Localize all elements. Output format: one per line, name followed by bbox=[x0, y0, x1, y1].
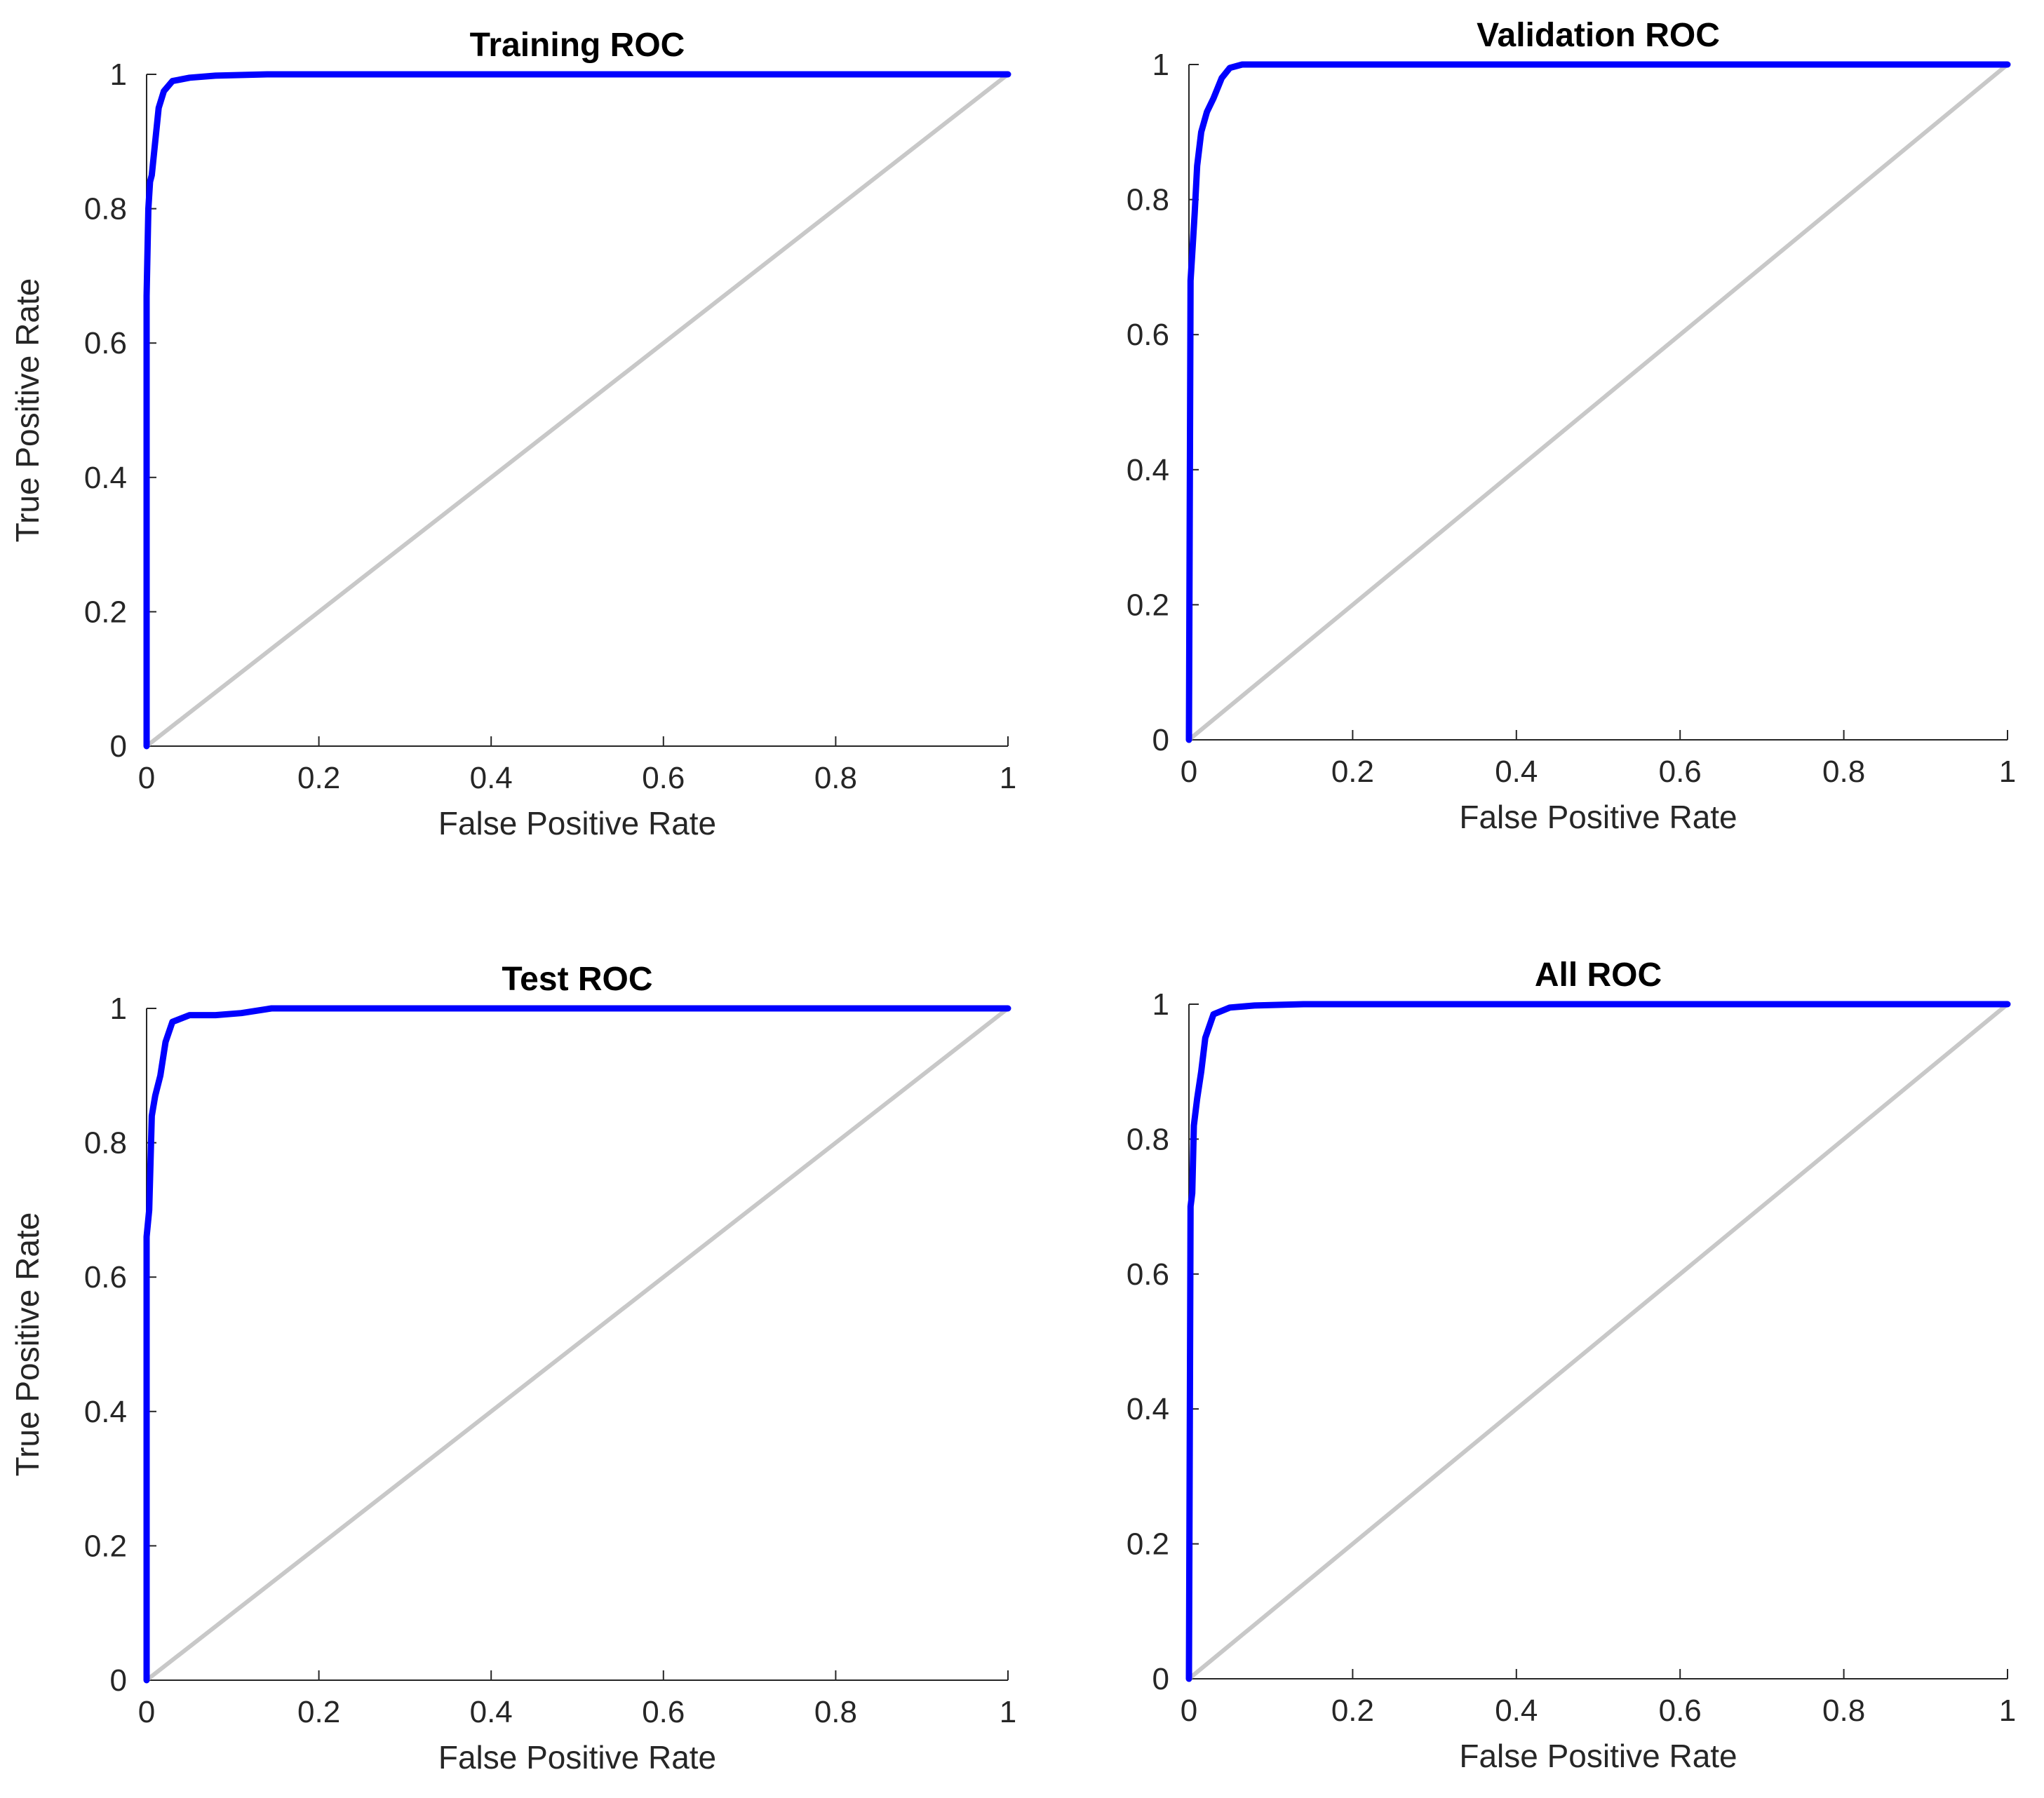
y-tick-label: 0.4 bbox=[1127, 1392, 1169, 1426]
x-tick-label: 0 bbox=[138, 1695, 155, 1729]
x-tick-label: 0.8 bbox=[814, 761, 857, 795]
x-tick-label: 0.8 bbox=[814, 1695, 857, 1729]
x-tick-label: 0.6 bbox=[642, 1695, 685, 1729]
reference-line bbox=[144, 72, 1010, 748]
roc-panel-0: 0 0.2 0.4 0.6 0.8 1 0 0.2 0.4 0.6 0.8 1 Training ROC… bbox=[9, 27, 1016, 841]
x-tick-label: 1 bbox=[1999, 755, 2016, 789]
y-axis-label: True Positive Rate bbox=[9, 278, 46, 543]
y-tick-label: 1 bbox=[110, 58, 127, 92]
x-axis-label: False Positive Rate bbox=[1459, 1738, 1737, 1774]
x-tick-label: 0.4 bbox=[470, 1695, 513, 1729]
x-tick-label: 0.8 bbox=[1822, 755, 1865, 789]
x-tick-label: 0.6 bbox=[642, 761, 685, 795]
x-tick-label: 0 bbox=[138, 761, 155, 795]
y-tick-label: 0 bbox=[110, 1663, 127, 1698]
x-tick-label: 1 bbox=[1000, 1695, 1016, 1729]
roc-panel-3: 0 0.2 0.4 0.6 0.8 1 0 0.2 0.4 0.6 0.8 1 All ROC False… bbox=[1127, 957, 2016, 1774]
y-tick-label: 0.8 bbox=[84, 192, 127, 227]
roc-panel-1: 0 0.2 0.4 0.6 0.8 1 0 0.2 0.4 0.6 0.8 1 Validation R… bbox=[1127, 17, 2016, 835]
x-tick-label: 0.6 bbox=[1659, 1694, 1702, 1728]
x-axis-label: False Positive Rate bbox=[438, 1739, 716, 1776]
y-tick-label: 0.4 bbox=[84, 461, 127, 495]
y-tick-label: 0.6 bbox=[84, 326, 127, 360]
x-tick-label: 0.2 bbox=[1331, 1694, 1374, 1728]
y-tick-label: 0 bbox=[1152, 723, 1169, 757]
y-tick-label: 0.4 bbox=[1127, 453, 1169, 487]
x-tick-label: 0.4 bbox=[1495, 1694, 1538, 1728]
x-tick-label: 0.2 bbox=[1331, 755, 1374, 789]
roc-curve bbox=[1185, 61, 2011, 743]
x-tick-label: 0.2 bbox=[297, 761, 340, 795]
y-axis-label: True Positive Rate bbox=[9, 1212, 46, 1477]
y-tick-label: 0.2 bbox=[1127, 588, 1169, 622]
roc-curve bbox=[1185, 1001, 2011, 1682]
x-tick-label: 0.4 bbox=[1495, 755, 1538, 789]
y-tick-label: 0.8 bbox=[84, 1126, 127, 1161]
y-tick-label: 0.2 bbox=[84, 1529, 127, 1563]
roc-panel-2: 0 0.2 0.4 0.6 0.8 1 0 0.2 0.4 0.6 0.8 1 Test ROC Fals… bbox=[9, 961, 1016, 1776]
y-tick-label: 0.8 bbox=[1127, 183, 1169, 217]
x-tick-label: 0 bbox=[1181, 1694, 1197, 1728]
y-tick-label: 0.2 bbox=[1127, 1527, 1169, 1562]
x-tick-label: 0.2 bbox=[297, 1695, 340, 1729]
x-axis-label: False Positive Rate bbox=[438, 805, 716, 841]
y-tick-label: 0.6 bbox=[1127, 1257, 1169, 1292]
y-tick-label: 0.6 bbox=[1127, 318, 1169, 352]
y-tick-label: 1 bbox=[1152, 987, 1169, 1022]
x-tick-label: 0 bbox=[1181, 755, 1197, 789]
x-tick-label: 1 bbox=[1000, 761, 1016, 795]
y-tick-label: 0.8 bbox=[1127, 1122, 1169, 1156]
chart-title: Test ROC bbox=[502, 961, 652, 998]
chart-title: Validation ROC bbox=[1477, 17, 1720, 54]
x-axis-label: False Positive Rate bbox=[1459, 799, 1737, 835]
y-tick-label: 0 bbox=[110, 729, 127, 764]
y-tick-label: 0 bbox=[1152, 1662, 1169, 1696]
x-tick-label: 0.8 bbox=[1822, 1694, 1865, 1728]
reference-line bbox=[1187, 1002, 2010, 1681]
x-tick-label: 0.4 bbox=[470, 761, 513, 795]
y-tick-label: 1 bbox=[1152, 48, 1169, 82]
y-tick-label: 0.4 bbox=[84, 1395, 127, 1429]
roc-curve bbox=[143, 71, 1011, 750]
chart-title: All ROC bbox=[1535, 957, 1662, 994]
reference-line bbox=[144, 1006, 1010, 1682]
reference-line bbox=[1187, 62, 2010, 742]
y-tick-label: 0.2 bbox=[84, 595, 127, 629]
x-tick-label: 0.6 bbox=[1659, 755, 1702, 789]
roc-curve bbox=[143, 1005, 1011, 1684]
y-tick-label: 0.6 bbox=[84, 1260, 127, 1295]
x-tick-label: 1 bbox=[1999, 1694, 2016, 1728]
y-tick-label: 1 bbox=[110, 992, 127, 1026]
chart-title: Training ROC bbox=[470, 27, 685, 64]
